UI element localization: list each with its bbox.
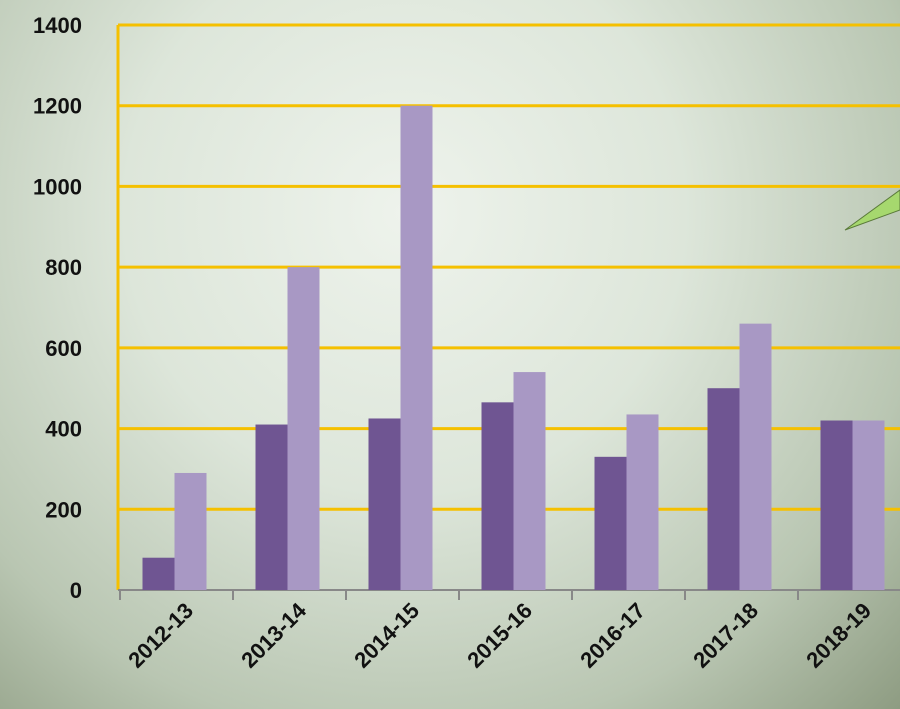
- bar: [852, 420, 885, 590]
- x-tick-label: 2018-19: [801, 598, 876, 673]
- callout-pointer: [844, 189, 900, 231]
- x-tick-label: 2013-14: [236, 597, 311, 672]
- bar: [594, 456, 627, 590]
- bar: [142, 557, 175, 590]
- bar: [707, 388, 740, 590]
- x-tick-label: 2015-16: [462, 598, 537, 673]
- bar: [174, 472, 207, 590]
- y-tick-label: 1000: [33, 174, 82, 199]
- bar: [400, 105, 433, 590]
- bar: [820, 420, 853, 590]
- x-tick-label: 2016-17: [575, 598, 650, 673]
- bar: [513, 372, 546, 590]
- bar: [255, 424, 288, 590]
- bar: [481, 402, 514, 590]
- bar: [739, 323, 772, 590]
- x-tick-label: 2012-13: [123, 598, 198, 673]
- y-tick-label: 1400: [33, 13, 82, 38]
- bar: [368, 418, 401, 590]
- bar: [287, 267, 320, 590]
- y-tick-label: 200: [45, 497, 82, 522]
- y-tick-label: 600: [45, 336, 82, 361]
- y-tick-label: 1200: [33, 94, 82, 119]
- y-tick-label: 800: [45, 255, 82, 280]
- x-tick-label: 2017-18: [688, 598, 763, 673]
- y-tick-label: 400: [45, 417, 82, 442]
- bar: [626, 414, 659, 590]
- y-tick-label: 0: [70, 578, 82, 603]
- x-tick-label: 2014-15: [349, 598, 424, 673]
